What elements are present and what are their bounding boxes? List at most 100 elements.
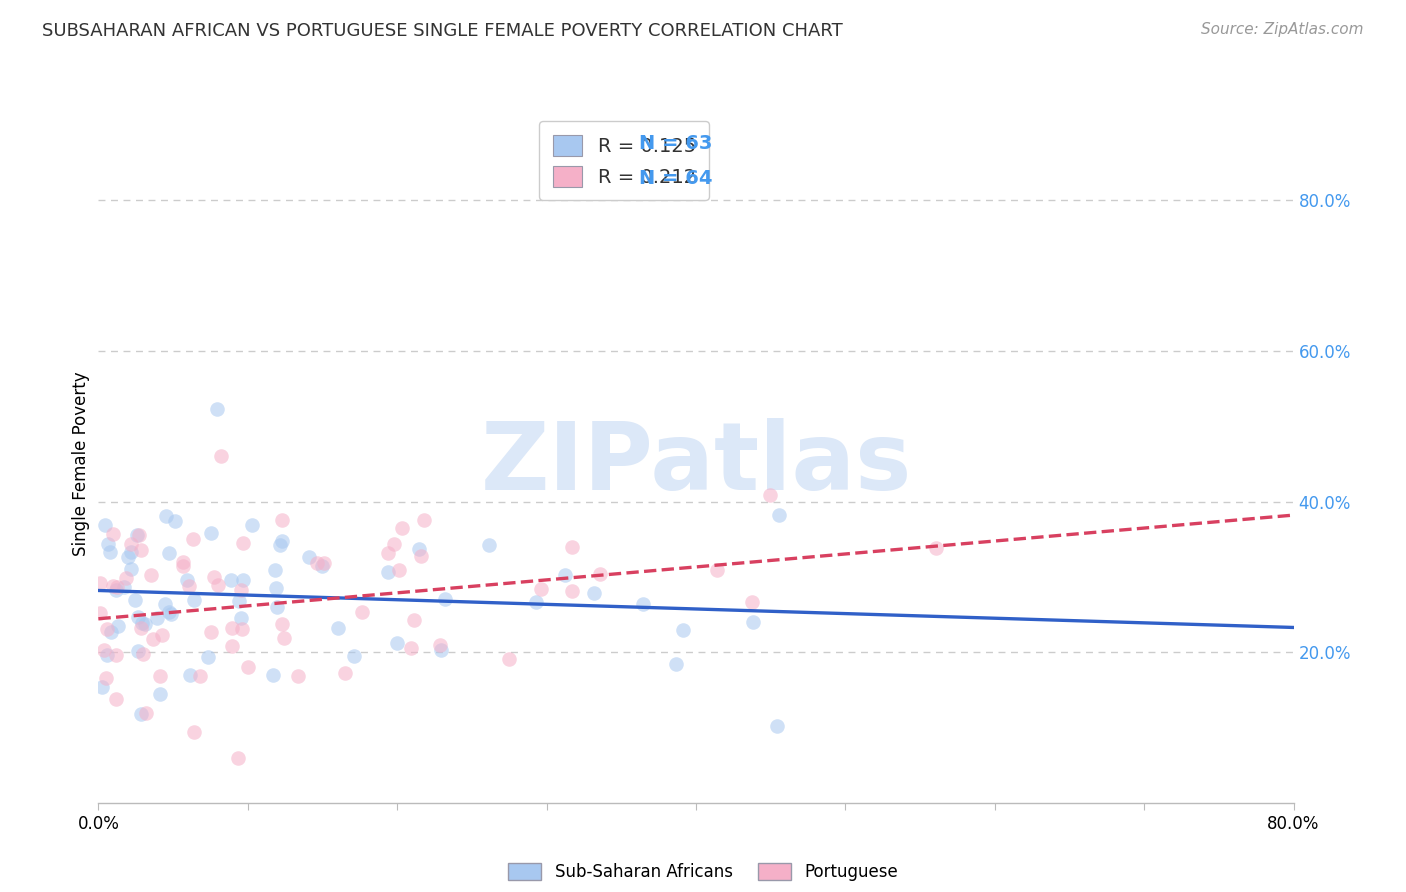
Y-axis label: Single Female Poverty: Single Female Poverty	[72, 372, 90, 556]
Point	[124, 593, 146, 607]
Point	[350, 605, 373, 619]
Point	[273, 631, 295, 645]
Point	[207, 578, 229, 592]
Point	[94, 518, 117, 533]
Point	[287, 669, 309, 683]
Point	[100, 625, 122, 640]
Point	[271, 534, 294, 549]
Point	[561, 583, 583, 598]
Point	[120, 544, 142, 558]
Point	[149, 687, 172, 701]
Text: Source: ZipAtlas.com: Source: ZipAtlas.com	[1201, 22, 1364, 37]
Point	[150, 627, 173, 641]
Point	[401, 640, 423, 655]
Point	[179, 667, 201, 681]
Point	[89, 575, 111, 590]
Point	[197, 649, 219, 664]
Point	[269, 538, 291, 552]
Point	[105, 691, 128, 706]
Point	[97, 537, 120, 551]
Point	[382, 537, 405, 551]
Point	[385, 636, 408, 650]
Point	[307, 556, 329, 570]
Point	[741, 594, 763, 608]
Point	[129, 542, 152, 557]
Point	[176, 574, 198, 588]
Point	[145, 610, 167, 624]
Point	[402, 613, 425, 627]
Point	[924, 541, 946, 556]
Point	[132, 647, 155, 661]
Point	[129, 621, 152, 635]
Point	[155, 597, 177, 611]
Point	[127, 644, 149, 658]
Point	[96, 648, 118, 662]
Point	[333, 666, 356, 681]
Point	[672, 623, 695, 637]
Point	[768, 508, 790, 522]
Point	[228, 751, 250, 765]
Point	[183, 725, 205, 739]
Point	[221, 621, 243, 635]
Legend: Sub-Saharan Africans, Portuguese: Sub-Saharan Africans, Portuguese	[502, 856, 904, 888]
Point	[105, 648, 128, 663]
Point	[209, 450, 232, 464]
Point	[232, 535, 254, 549]
Point	[430, 642, 453, 657]
Point	[89, 606, 111, 620]
Point	[112, 580, 135, 594]
Point	[107, 619, 129, 633]
Point	[221, 639, 243, 653]
Point	[228, 593, 250, 607]
Point	[582, 586, 605, 600]
Point	[229, 611, 252, 625]
Point	[127, 610, 149, 624]
Point	[524, 595, 547, 609]
Point	[232, 574, 254, 588]
Point	[127, 528, 149, 542]
Point	[631, 597, 654, 611]
Point	[231, 582, 253, 597]
Point	[157, 605, 180, 619]
Point	[105, 580, 128, 594]
Point	[498, 652, 520, 666]
Point	[128, 527, 150, 541]
Point	[264, 582, 287, 596]
Point	[271, 513, 294, 527]
Point	[589, 567, 612, 582]
Point	[270, 616, 292, 631]
Point	[742, 615, 765, 629]
Point	[94, 671, 117, 685]
Point	[188, 669, 211, 683]
Point	[377, 546, 399, 560]
Text: N = 64: N = 64	[638, 169, 711, 187]
Point	[155, 509, 177, 524]
Point	[129, 707, 152, 722]
Point	[163, 514, 186, 528]
Point	[134, 616, 156, 631]
Point	[120, 562, 142, 576]
Point	[388, 563, 411, 577]
Legend: R = 0.125, R = 0.212: R = 0.125, R = 0.212	[538, 121, 710, 201]
Point	[434, 592, 457, 607]
Point	[219, 573, 242, 587]
Point	[408, 541, 430, 556]
Point	[157, 546, 180, 560]
Text: SUBSAHARAN AFRICAN VS PORTUGUESE SINGLE FEMALE POVERTY CORRELATION CHART: SUBSAHARAN AFRICAN VS PORTUGUESE SINGLE …	[42, 22, 844, 40]
Point	[429, 638, 451, 652]
Point	[117, 549, 139, 564]
Point	[231, 622, 253, 636]
Point	[264, 564, 287, 578]
Point	[172, 555, 194, 569]
Point	[314, 556, 336, 570]
Point	[240, 518, 263, 533]
Point	[115, 572, 138, 586]
Point	[139, 567, 162, 582]
Point	[177, 579, 200, 593]
Point	[98, 545, 121, 559]
Point	[183, 593, 205, 607]
Point	[135, 706, 157, 720]
Point	[91, 680, 114, 694]
Point	[131, 616, 153, 631]
Text: N = 63: N = 63	[638, 134, 711, 153]
